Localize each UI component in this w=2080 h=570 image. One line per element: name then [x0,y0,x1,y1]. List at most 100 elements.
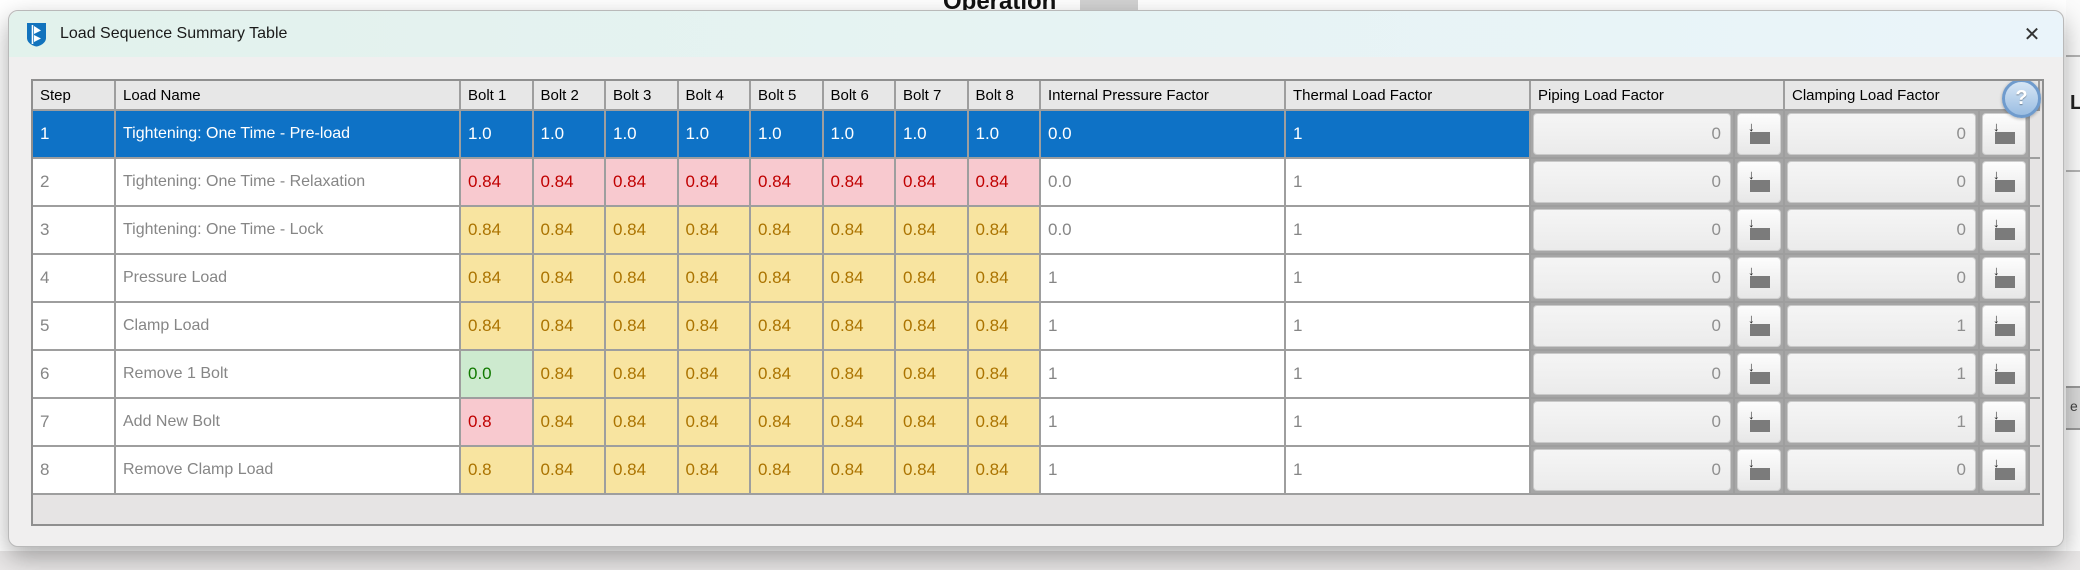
cell-bolt-8[interactable]: 0.84 [968,159,1041,207]
cell-bolt-1[interactable]: 0.84 [461,207,534,255]
cell-bolt-4[interactable]: 0.84 [678,207,751,255]
cell-internal-pressure-factor[interactable]: 1 [1041,303,1286,351]
cell-load-name[interactable]: Tightening: One Time - Pre-load [116,111,461,159]
cell-step[interactable]: 1 [33,111,116,159]
cell-internal-pressure-factor[interactable]: 1 [1041,351,1286,399]
cell-bolt-5[interactable]: 0.84 [751,159,824,207]
clamping-fill-down-button[interactable]: ↓ [1982,113,2026,155]
piping-load-input[interactable]: 0 [1533,209,1731,251]
piping-fill-down-button[interactable]: ↓ [1737,401,1781,443]
clamping-load-input[interactable]: 0 [1787,161,1976,203]
cell-bolt-8[interactable]: 0.84 [968,255,1041,303]
clamping-load-input[interactable]: 0 [1787,449,1976,491]
cell-bolt-2[interactable]: 0.84 [533,447,606,495]
cell-step[interactable]: 7 [33,399,116,447]
piping-fill-down-button[interactable]: ↓ [1737,113,1781,155]
cell-bolt-5[interactable]: 0.84 [751,255,824,303]
cell-bolt-2[interactable]: 0.84 [533,399,606,447]
cell-load-name[interactable]: Pressure Load [116,255,461,303]
cell-internal-pressure-factor[interactable]: 0.0 [1041,159,1286,207]
cell-internal-pressure-factor[interactable]: 1 [1041,447,1286,495]
cell-thermal-load-factor[interactable]: 1 [1286,303,1531,351]
cell-load-name[interactable]: Tightening: One Time - Relaxation [116,159,461,207]
cell-bolt-5[interactable]: 1.0 [751,111,824,159]
cell-bolt-6[interactable]: 0.84 [823,399,896,447]
cell-bolt-7[interactable]: 0.84 [896,399,969,447]
clamping-fill-down-button[interactable]: ↓ [1982,449,2026,491]
cell-bolt-4[interactable]: 1.0 [678,111,751,159]
cell-bolt-7[interactable]: 0.84 [896,447,969,495]
cell-bolt-3[interactable]: 0.84 [606,303,679,351]
clamping-load-input[interactable]: 0 [1787,113,1976,155]
cell-load-name[interactable]: Add New Bolt [116,399,461,447]
clamping-fill-down-button[interactable]: ↓ [1982,401,2026,443]
clamping-fill-down-button[interactable]: ↓ [1982,353,2026,395]
piping-load-input[interactable]: 0 [1533,305,1731,347]
cell-internal-pressure-factor[interactable]: 1 [1041,399,1286,447]
cell-bolt-8[interactable]: 0.84 [968,447,1041,495]
piping-load-input[interactable]: 0 [1533,401,1731,443]
cell-thermal-load-factor[interactable]: 1 [1286,399,1531,447]
cell-bolt-8[interactable]: 0.84 [968,303,1041,351]
clamping-fill-down-button[interactable]: ↓ [1982,257,2026,299]
clamping-load-input[interactable]: 1 [1787,401,1976,443]
clamping-fill-down-button[interactable]: ↓ [1982,305,2026,347]
clamping-fill-down-button[interactable]: ↓ [1982,209,2026,251]
cell-step[interactable]: 8 [33,447,116,495]
cell-bolt-3[interactable]: 0.84 [606,255,679,303]
cell-bolt-7[interactable]: 0.84 [896,255,969,303]
cell-bolt-7[interactable]: 1.0 [896,111,969,159]
cell-bolt-5[interactable]: 0.84 [751,399,824,447]
cell-load-name[interactable]: Remove 1 Bolt [116,351,461,399]
cell-bolt-5[interactable]: 0.84 [751,447,824,495]
help-icon[interactable]: ? [2002,81,2041,118]
cell-bolt-7[interactable]: 0.84 [896,351,969,399]
piping-fill-down-button[interactable]: ↓ [1737,161,1781,203]
cell-bolt-2[interactable]: 0.84 [533,207,606,255]
piping-fill-down-button[interactable]: ↓ [1737,449,1781,491]
cell-internal-pressure-factor[interactable]: 0.0 [1041,207,1286,255]
cell-bolt-7[interactable]: 0.84 [896,207,969,255]
cell-bolt-3[interactable]: 0.84 [606,207,679,255]
cell-thermal-load-factor[interactable]: 1 [1286,159,1531,207]
cell-bolt-1[interactable]: 0.84 [461,303,534,351]
clamping-load-input[interactable]: 0 [1787,257,1976,299]
cell-thermal-load-factor[interactable]: 1 [1286,447,1531,495]
cell-bolt-3[interactable]: 0.84 [606,399,679,447]
cell-step[interactable]: 4 [33,255,116,303]
cell-bolt-3[interactable]: 0.84 [606,351,679,399]
clamping-load-input[interactable]: 0 [1787,209,1976,251]
cell-bolt-6[interactable]: 0.84 [823,351,896,399]
cell-bolt-5[interactable]: 0.84 [751,303,824,351]
piping-load-input[interactable]: 0 [1533,353,1731,395]
cell-bolt-4[interactable]: 0.84 [678,447,751,495]
cell-bolt-1[interactable]: 0.84 [461,255,534,303]
cell-bolt-1[interactable]: 0.0 [461,351,534,399]
cell-bolt-1[interactable]: 0.8 [461,399,534,447]
cell-bolt-4[interactable]: 0.84 [678,303,751,351]
cell-bolt-1[interactable]: 0.8 [461,447,534,495]
piping-load-input[interactable]: 0 [1533,161,1731,203]
cell-bolt-6[interactable]: 0.84 [823,447,896,495]
clamping-fill-down-button[interactable]: ↓ [1982,161,2026,203]
cell-bolt-5[interactable]: 0.84 [751,207,824,255]
cell-step[interactable]: 6 [33,351,116,399]
piping-fill-down-button[interactable]: ↓ [1737,209,1781,251]
cell-bolt-3[interactable]: 0.84 [606,447,679,495]
clamping-load-input[interactable]: 1 [1787,353,1976,395]
cell-bolt-4[interactable]: 0.84 [678,399,751,447]
cell-internal-pressure-factor[interactable]: 0.0 [1041,111,1286,159]
cell-bolt-8[interactable]: 1.0 [968,111,1041,159]
clamping-load-input[interactable]: 1 [1787,305,1976,347]
cell-bolt-3[interactable]: 0.84 [606,159,679,207]
cell-load-name[interactable]: Clamp Load [116,303,461,351]
cell-bolt-8[interactable]: 0.84 [968,207,1041,255]
cell-thermal-load-factor[interactable]: 1 [1286,351,1531,399]
cell-thermal-load-factor[interactable]: 1 [1286,207,1531,255]
cell-bolt-7[interactable]: 0.84 [896,159,969,207]
piping-load-input[interactable]: 0 [1533,449,1731,491]
cell-bolt-4[interactable]: 0.84 [678,351,751,399]
cell-bolt-6[interactable]: 1.0 [823,111,896,159]
cell-thermal-load-factor[interactable]: 1 [1286,111,1531,159]
cell-bolt-7[interactable]: 0.84 [896,303,969,351]
